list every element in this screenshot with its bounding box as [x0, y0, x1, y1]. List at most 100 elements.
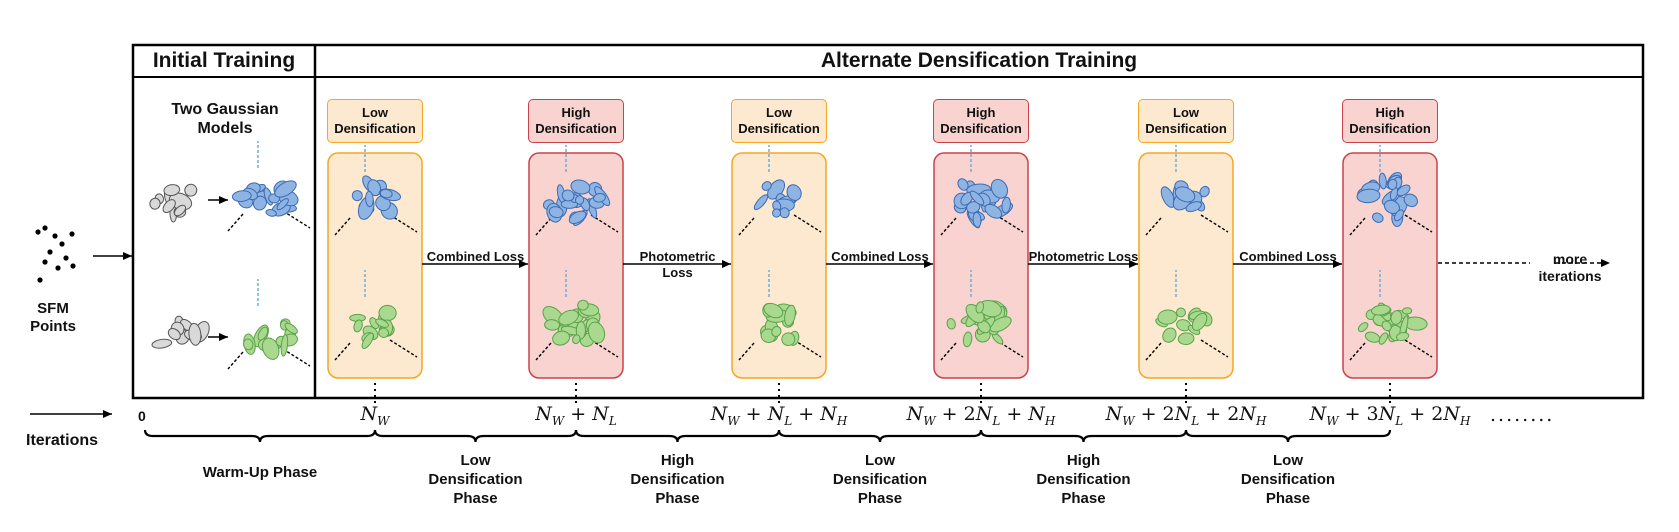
dynamic-shapes [35, 141, 1438, 443]
gaussian-ellipse [1162, 327, 1177, 343]
gaussian-ellipse [1403, 193, 1418, 208]
header-initial-training: Initial Training [152, 49, 296, 72]
gaussian-ellipse [242, 338, 254, 351]
gaussian-ellipse [280, 334, 289, 357]
gaussian-ellipse [378, 304, 397, 322]
two-gaussian-models-label: Two Gaussian Models [171, 101, 279, 138]
gaussian-ellipse [1199, 185, 1210, 198]
axis-dash [940, 217, 957, 236]
sfm-point [69, 231, 75, 237]
gaussian-ellipse [771, 208, 782, 218]
stage-tag-6: High Densification [1342, 99, 1438, 143]
gaussian-ellipse [1381, 320, 1392, 332]
gaussian-ellipse [575, 321, 587, 340]
gaussian-ellipse [151, 338, 173, 349]
gaussian-ellipse [276, 198, 289, 211]
stage-3-green-cluster [738, 270, 822, 361]
phase-brace-4 [777, 429, 983, 443]
gaussian-ellipse [572, 334, 581, 345]
axis-dash [1404, 214, 1433, 233]
tick-label-6: NW + 3NL + 2NH [1309, 403, 1471, 428]
gaussian-ellipse [577, 299, 589, 311]
stage-1-green-cluster [334, 270, 418, 361]
timeline-ellipsis: ........ [1490, 404, 1555, 426]
gaussian-ellipse [984, 203, 1003, 219]
gaussian-ellipse [375, 318, 389, 328]
gaussian-ellipse [1389, 187, 1399, 201]
gaussian-ellipse [257, 326, 269, 341]
gray-gaussian-model-top [149, 183, 198, 223]
loss-label-3: Combined Loss [831, 249, 929, 264]
gaussian-ellipse [570, 179, 591, 195]
axis-dash [793, 339, 822, 358]
gaussian-ellipse [1357, 322, 1369, 333]
axis-dash [738, 342, 755, 361]
phase-label-2: Low Densification Phase [428, 452, 523, 507]
gaussian-ellipse [544, 319, 561, 331]
sfm-point [70, 263, 76, 269]
gaussian-ellipse [265, 209, 277, 217]
gaussian-ellipse [1372, 212, 1384, 223]
gaussian-ellipse [763, 302, 784, 319]
axis-dash [282, 348, 311, 367]
phase-label-6: Low Densification Phase [1240, 452, 1336, 507]
gaussian-ellipse [568, 210, 587, 225]
gaussian-ellipse [946, 318, 956, 330]
sfm-point [59, 241, 65, 247]
gaussian-ellipse [1396, 184, 1411, 197]
main-frame [131, 43, 1645, 400]
axis-dash [1349, 342, 1366, 361]
gaussian-ellipse [593, 193, 606, 203]
stage-5-green-cluster [1145, 270, 1229, 361]
phase-label-4: Low Densification Phase [832, 452, 928, 507]
gaussian-ellipse [552, 330, 571, 346]
axis-dash [940, 342, 957, 361]
gaussian-ellipse [353, 319, 363, 333]
axis-dash [282, 210, 311, 229]
gaussian-ellipse [761, 181, 772, 191]
gaussian-ellipse [361, 332, 374, 350]
sfm-point [42, 259, 48, 265]
iterations-label: Iterations [26, 432, 99, 449]
gaussian-ellipse [587, 321, 606, 344]
loss-label-4: Photometric Loss [1028, 249, 1139, 264]
axis-dash [535, 342, 552, 361]
gaussian-ellipse [548, 206, 564, 219]
axis-dash [1404, 339, 1433, 358]
gaussian-ellipse [163, 184, 181, 197]
gaussian-ellipse [558, 309, 579, 326]
stage-tag-2: High Densification [528, 99, 624, 143]
axis-dash [1145, 342, 1162, 361]
gaussian-ellipse [574, 195, 585, 205]
header-alternate-training: Alternate Densification Training [820, 49, 1138, 72]
phase-brace-6 [1184, 429, 1392, 443]
phase-label-3: High Densification Phase [630, 452, 725, 507]
gray-gaussian-model-bottom [151, 315, 210, 349]
stage-tag-4: High Densification [933, 99, 1029, 143]
loss-label-5: Combined Loss [1239, 249, 1337, 264]
gaussian-ellipse [1401, 307, 1413, 315]
phase-brace-2 [373, 429, 578, 443]
gaussian-ellipse [284, 322, 298, 335]
axis-dash [995, 214, 1024, 233]
axis-dash [1200, 214, 1229, 233]
green-gaussian-model-initial [227, 279, 311, 370]
axis-dash [738, 217, 755, 236]
axis-dash [1200, 339, 1229, 358]
sfm-point [37, 277, 43, 283]
sfm-point [52, 233, 58, 239]
gaussian-ellipse [1174, 186, 1196, 203]
gaussian-ellipse [167, 328, 181, 341]
gaussian-ellipse [990, 178, 1009, 199]
gaussian-ellipse [1370, 304, 1391, 316]
sfm-points-label: SFM Points [30, 300, 76, 335]
axis-dash [1145, 217, 1162, 236]
gaussian-ellipse [1387, 178, 1398, 190]
gaussian-ellipse [162, 199, 176, 214]
stage-4-green-cluster [940, 270, 1024, 361]
blue-gaussian-model-initial [227, 141, 311, 232]
gaussian-ellipse [781, 332, 796, 347]
tick-label-3: NW + NL + NH [710, 403, 848, 428]
